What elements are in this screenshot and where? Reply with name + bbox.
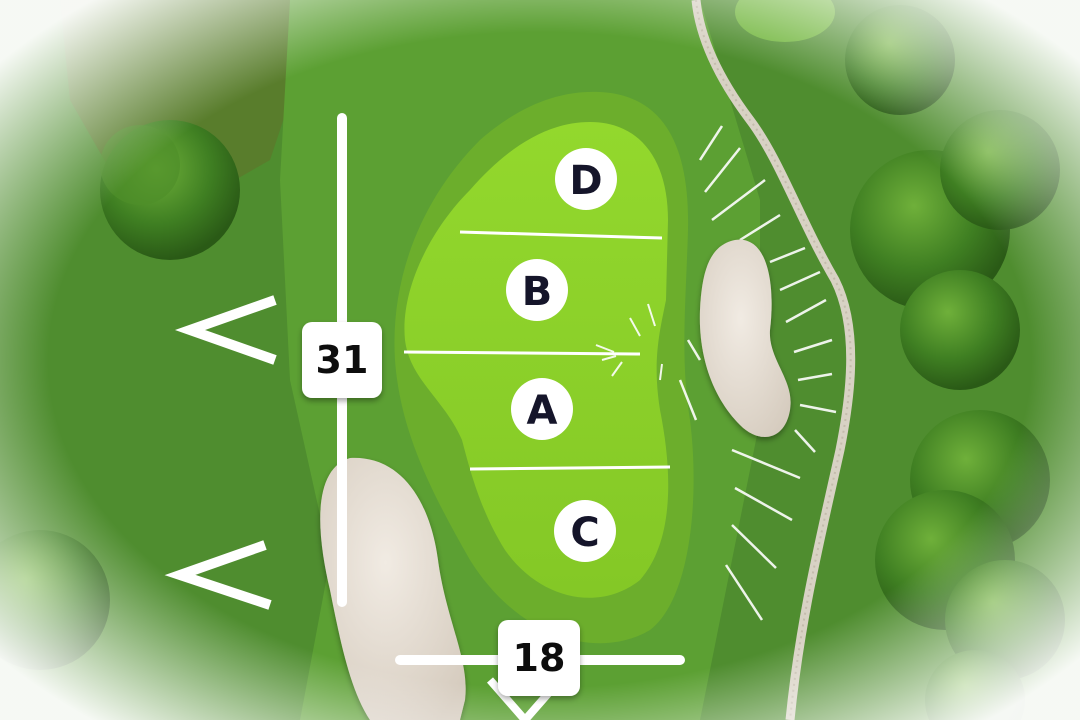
tree-icon: [900, 270, 1020, 390]
pin-position-a[interactable]: A: [511, 378, 573, 440]
pin-letter: C: [570, 510, 599, 556]
pin-position-c[interactable]: C: [554, 500, 616, 562]
pin-letter: D: [569, 158, 602, 204]
distance-label: 31: [316, 338, 369, 382]
pin-position-d[interactable]: D: [555, 148, 617, 210]
pin-letter: A: [527, 388, 558, 434]
green-section-line: [469, 465, 671, 471]
distance-label: 18: [513, 636, 566, 680]
green-section-line: [403, 350, 641, 356]
tree-icon: [100, 120, 240, 260]
pin-letter: B: [522, 269, 553, 315]
distance-marker-18: 18: [498, 620, 580, 696]
pin-position-b[interactable]: B: [506, 259, 568, 321]
distance-marker-31: 31: [302, 322, 382, 398]
